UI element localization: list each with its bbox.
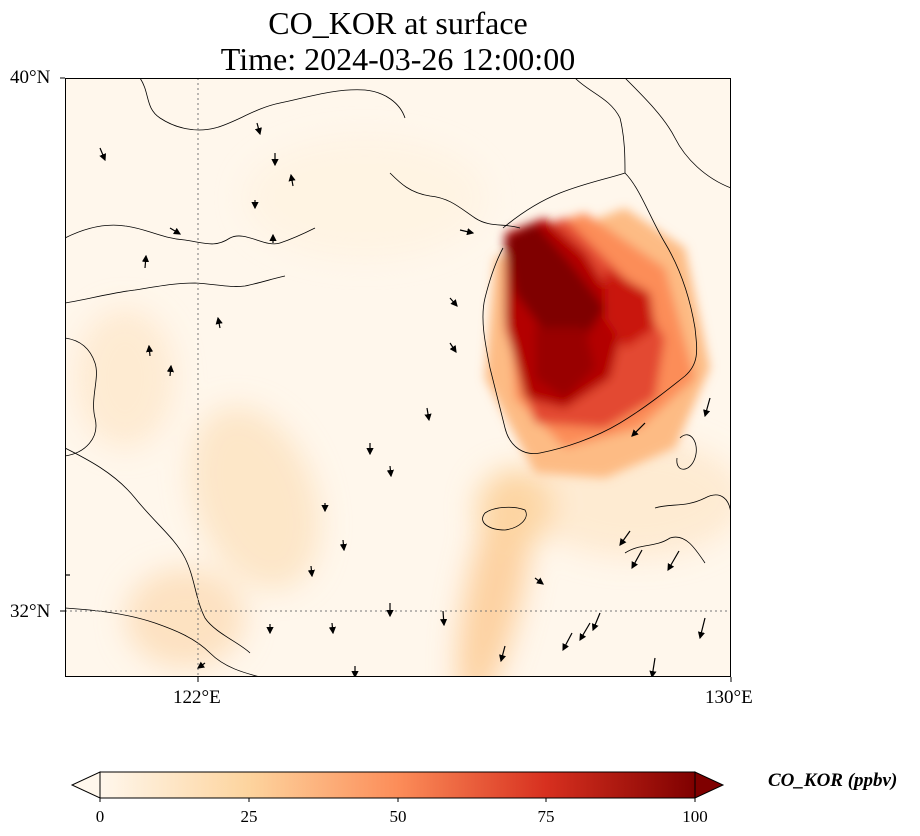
map-canvas	[65, 78, 731, 677]
map-title: CO_KOR at surface	[268, 5, 528, 41]
colorbar	[70, 771, 725, 802]
colorbar-tick-100: 100	[682, 807, 708, 826]
colorbar-tick-0: 0	[95, 807, 105, 826]
colorbar-low-extend	[70, 771, 101, 799]
lat-label-40n: 40°N	[10, 67, 51, 88]
lon-label-130e: 130°E	[705, 687, 753, 708]
wind-vectors	[65, 122, 711, 677]
coastlines	[65, 78, 731, 677]
colorbar-tick-25: 25	[240, 807, 258, 826]
lon-label-122e: 122°E	[173, 687, 221, 708]
colorbar-tick-50: 50	[389, 807, 407, 826]
colorbar-label: CO_KOR (ppbv)	[768, 770, 898, 791]
graticule	[65, 78, 731, 677]
map-subtitle: Time: 2024-03-26 12:00:00	[220, 41, 576, 77]
colorbar-high-extend	[694, 771, 725, 799]
colorbar-gradient	[99, 771, 696, 799]
korea-plume-layer	[485, 208, 710, 478]
concentration-map	[65, 78, 731, 677]
colorbar-tick-75: 75	[537, 807, 555, 826]
lat-label-32n: 32°N	[10, 601, 51, 622]
